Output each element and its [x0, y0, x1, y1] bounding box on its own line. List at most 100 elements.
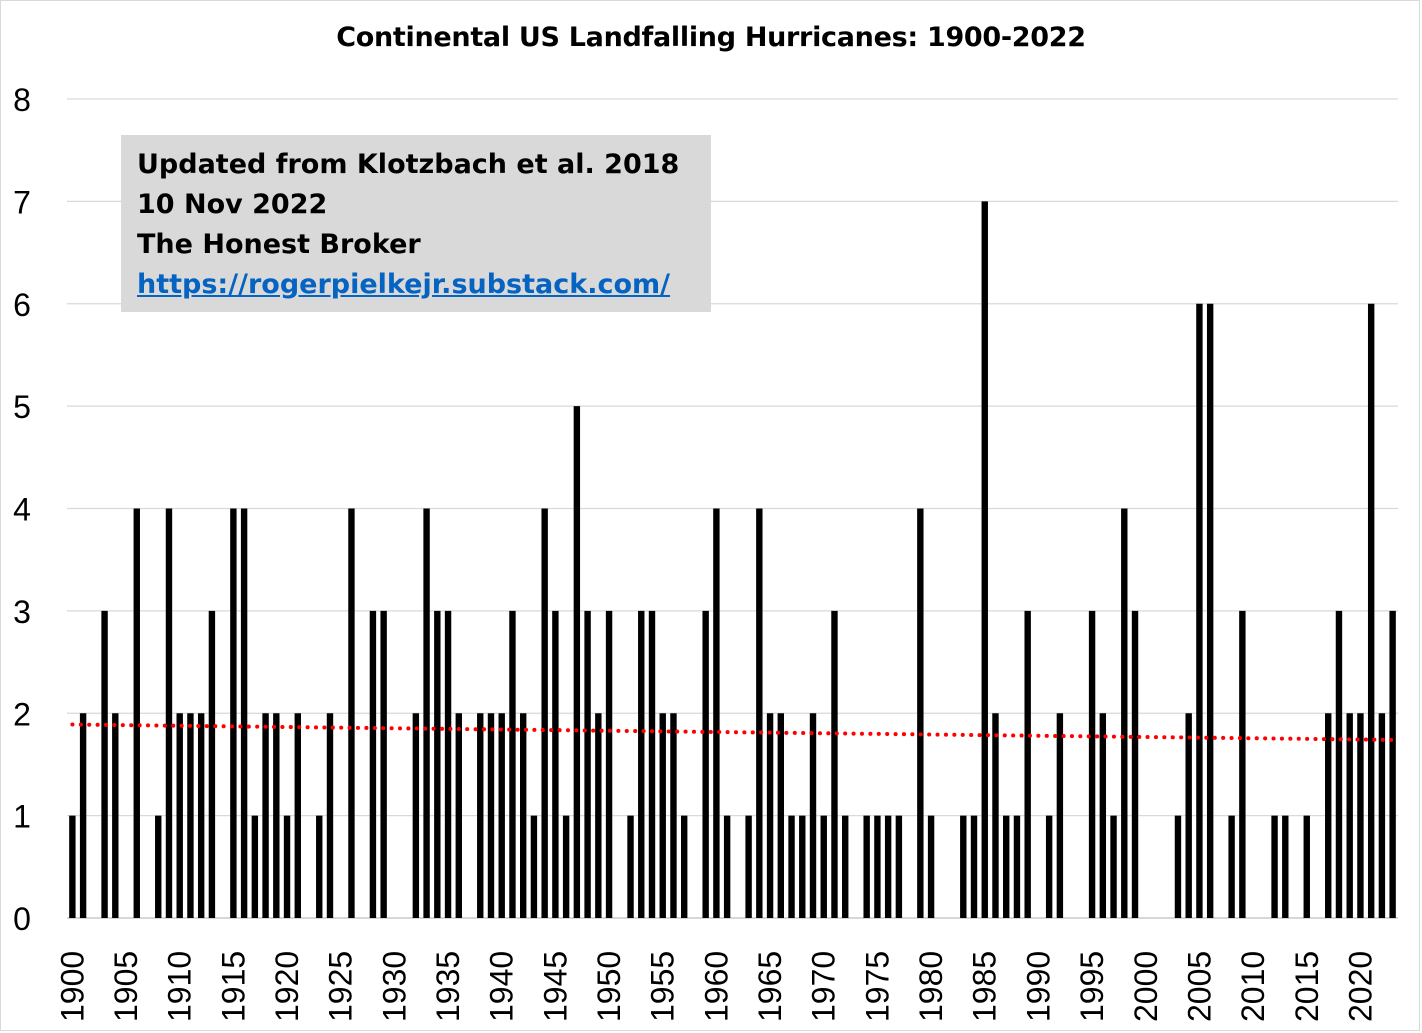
- bar-1969: [809, 713, 817, 918]
- bar-1980: [927, 815, 935, 919]
- bar-1956: [670, 713, 677, 918]
- bar-1987: [1003, 815, 1010, 919]
- y-tick-label: 2: [13, 696, 31, 732]
- x-tick-label: 1930: [376, 951, 412, 1022]
- bar-2006: [1206, 303, 1214, 918]
- x-tick-label: 1990: [1020, 951, 1056, 1022]
- bar-1995: [1088, 610, 1096, 919]
- bar-1952: [627, 815, 634, 919]
- bar-1916: [240, 508, 248, 918]
- bar-2003: [1174, 815, 1182, 919]
- bar-1974: [863, 815, 870, 919]
- y-tick-label: 1: [13, 799, 31, 835]
- bar-1924: [326, 713, 334, 918]
- bar-2009: [1239, 610, 1246, 919]
- x-tick-label: 1950: [591, 951, 627, 1022]
- bar-1908: [155, 815, 162, 919]
- x-tick-label: 1955: [645, 951, 681, 1022]
- y-tick-label: 6: [13, 287, 31, 323]
- bar-1947: [573, 406, 581, 919]
- x-tick-label: 2015: [1289, 951, 1325, 1022]
- bar-1955: [659, 713, 666, 918]
- bar-1977: [895, 815, 903, 919]
- x-tick-label: 1900: [54, 951, 90, 1022]
- bar-1934: [434, 610, 441, 919]
- bar-1938: [477, 713, 484, 918]
- bar-1904: [112, 713, 119, 918]
- bar-1917: [251, 815, 259, 919]
- bar-1979: [917, 508, 924, 918]
- bar-1950: [605, 610, 613, 919]
- bar-1935: [444, 610, 452, 919]
- bar-2008: [1228, 815, 1235, 919]
- bar-1948: [584, 610, 591, 919]
- x-tick-label: 1905: [108, 951, 144, 1022]
- bar-2023: [1389, 610, 1396, 919]
- bar-1967: [788, 815, 795, 919]
- bar-1911: [187, 713, 194, 918]
- bar-1953: [638, 610, 645, 919]
- bar-1960: [713, 508, 720, 918]
- x-tick-label: 1960: [698, 951, 734, 1022]
- y-axis-ticks: 0 1 2 3 4 5 6 7 8: [13, 82, 31, 937]
- y-tick-label: 3: [13, 594, 31, 630]
- bar-1923: [316, 815, 323, 919]
- bar-1954: [648, 610, 656, 919]
- chart-title: Continental US Landfalling Hurricanes: 1…: [336, 22, 1086, 53]
- bar-1918: [262, 713, 269, 918]
- bar-1971: [831, 610, 838, 919]
- bar-1966: [777, 713, 784, 918]
- x-tick-label: 1915: [215, 951, 251, 1022]
- annotation-line-2: 10 Nov 2022: [137, 189, 328, 220]
- bar-1975: [874, 815, 881, 919]
- y-tick-label: 5: [13, 389, 31, 425]
- bar-1984: [970, 815, 978, 919]
- bar-2012: [1271, 815, 1278, 919]
- bar-1992: [1056, 713, 1064, 918]
- bar-1942: [519, 713, 527, 918]
- bar-1945: [552, 610, 559, 919]
- bar-1991: [1045, 815, 1053, 919]
- x-tick-label: 1975: [859, 951, 895, 1022]
- bar-1919: [273, 713, 280, 918]
- bar-1996: [1099, 713, 1107, 918]
- bar-1913: [208, 610, 216, 919]
- bar-1944: [541, 508, 548, 918]
- bar-1959: [702, 610, 709, 919]
- x-tick-label: 1985: [967, 951, 1003, 1022]
- x-tick-label: 1910: [162, 951, 198, 1022]
- bar-1941: [509, 610, 516, 919]
- x-axis-ticks: 1900 1905 1910 1915 1920 1925 1930 1935 1940 1945…: [54, 951, 1378, 1022]
- x-tick-label: 1920: [269, 951, 305, 1022]
- bar-1983: [960, 815, 967, 919]
- bar-1989: [1024, 610, 1031, 919]
- bar-1932: [412, 713, 420, 918]
- bar-1933: [423, 508, 430, 918]
- bar-2015: [1303, 815, 1310, 919]
- source-link[interactable]: https://rogerpielkejr.substack.com/: [137, 269, 671, 300]
- bar-2004: [1185, 713, 1192, 918]
- bar-1964: [756, 508, 763, 918]
- x-tick-label: 1925: [323, 951, 359, 1022]
- bar-1909: [165, 508, 173, 918]
- bar-1946: [562, 815, 570, 919]
- annotation-box: Updated from Klotzbach et al. 2018 10 No…: [121, 135, 711, 312]
- bar-2018: [1335, 610, 1343, 919]
- bar-1999: [1131, 610, 1139, 919]
- x-tick-label: 2020: [1342, 951, 1378, 1022]
- x-tick-label: 1980: [913, 951, 949, 1022]
- bar-1921: [294, 713, 301, 918]
- x-tick-label: 1965: [752, 951, 788, 1022]
- x-tick-label: 2010: [1235, 951, 1271, 1022]
- bar-1929: [380, 610, 387, 919]
- bar-1906: [133, 508, 140, 918]
- x-tick-label: 1995: [1074, 951, 1110, 1022]
- bar-1910: [176, 713, 183, 918]
- x-tick-label: 2005: [1181, 951, 1217, 1022]
- bar-1928: [369, 610, 377, 919]
- bar-1912: [197, 713, 205, 918]
- bar-1961: [723, 815, 731, 919]
- bar-1900: [69, 815, 76, 919]
- bar-2022: [1378, 713, 1386, 918]
